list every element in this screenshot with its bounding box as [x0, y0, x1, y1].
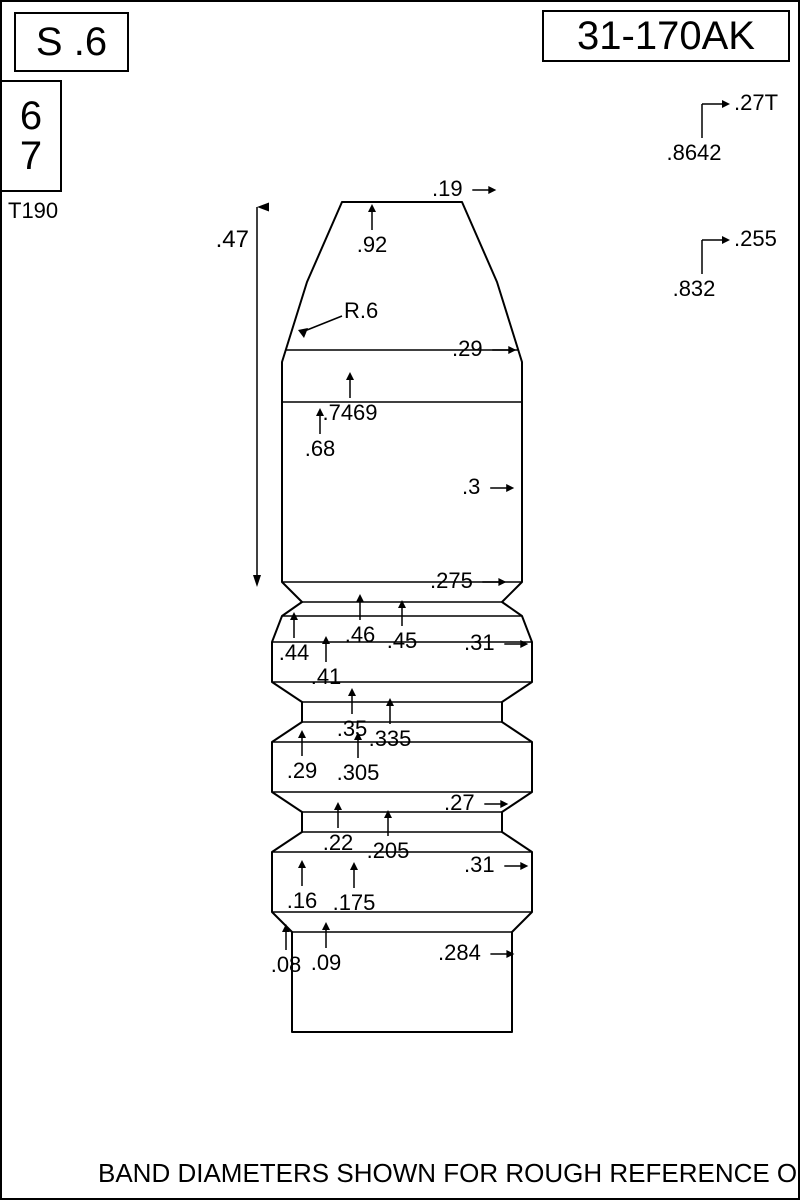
svg-text:.92: .92	[357, 232, 388, 257]
svg-text:.35: .35	[337, 716, 368, 741]
svg-text:.31: .31	[464, 630, 495, 655]
svg-text:.09: .09	[311, 950, 342, 975]
drawing-frame: S .6 31-170AK 6 7 T190 BAND DIAMETERS SH…	[0, 0, 800, 1200]
svg-text:.44: .44	[279, 640, 310, 665]
svg-text:.29: .29	[452, 336, 483, 361]
svg-text:.255: .255	[734, 226, 777, 251]
svg-text:.19: .19	[432, 176, 463, 201]
svg-text:.41: .41	[311, 664, 342, 689]
svg-text:.47: .47	[216, 226, 249, 253]
svg-text:.7469: .7469	[322, 400, 377, 425]
svg-text:.8642: .8642	[666, 140, 721, 165]
svg-text:.29: .29	[287, 758, 318, 783]
svg-text:.27: .27	[444, 790, 475, 815]
svg-text:.175: .175	[333, 890, 376, 915]
drawing-svg: .19 .92 .29 .7469 .68 .3 .275 .44 .46 .45 .31 .41 .3…	[2, 2, 800, 1200]
svg-text:R.6: R.6	[344, 298, 378, 323]
svg-text:.08: .08	[271, 952, 302, 977]
svg-text:.832: .832	[673, 276, 716, 301]
svg-text:.27T: .27T	[734, 90, 778, 115]
svg-text:.305: .305	[337, 760, 380, 785]
svg-text:.275: .275	[430, 568, 473, 593]
svg-text:.45: .45	[387, 628, 418, 653]
svg-text:.22: .22	[323, 830, 354, 855]
svg-text:.16: .16	[287, 888, 318, 913]
svg-text:.46: .46	[345, 622, 376, 647]
svg-text:.284: .284	[438, 940, 481, 965]
svg-text:.31: .31	[464, 852, 495, 877]
svg-text:.3: .3	[462, 474, 480, 499]
svg-text:.205: .205	[367, 838, 410, 863]
svg-text:.68: .68	[305, 436, 336, 461]
svg-text:.335: .335	[369, 726, 412, 751]
